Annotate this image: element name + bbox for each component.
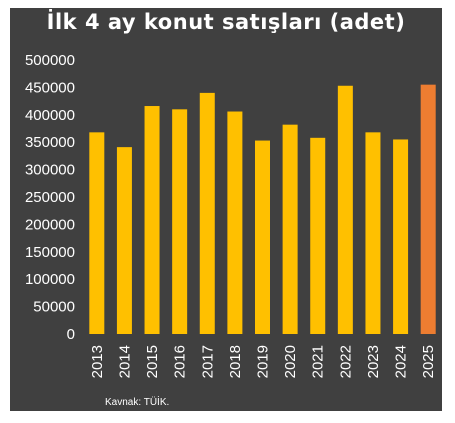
x-tick-label: 2021 (310, 345, 327, 378)
bar-chart: 5000004500004000003500003000002500002000… (25, 52, 437, 378)
bar-2019 (255, 140, 270, 334)
x-tick-label: 2016 (172, 345, 189, 378)
x-tick-label: 2023 (365, 345, 382, 378)
y-tick-label: 200000 (25, 216, 75, 233)
bar-2013 (89, 132, 105, 334)
bar-2016 (172, 109, 188, 334)
bar-2021 (310, 137, 326, 334)
chart-panel: İlk 4 ay konut satışları (adet) 500000 45… (10, 8, 442, 411)
y-tick-label: 300000 (25, 162, 75, 179)
bar-2024 (393, 139, 409, 334)
source-note: Kavnak: TÜİK. (105, 397, 170, 408)
bar-2022 (337, 85, 353, 334)
x-tick-label: 2019 (255, 345, 272, 378)
y-tick-label: 350000 (25, 134, 75, 151)
chart-title: İlk 4 ay konut satışları (adet) (46, 10, 406, 34)
y-tick-label: 250000 (25, 189, 75, 206)
y-tick-label: 100000 (25, 271, 75, 288)
bar-2014 (116, 147, 132, 334)
x-tick-label: 2015 (144, 345, 161, 378)
y-tick-label: 50000 (33, 299, 75, 316)
bar-2018 (227, 111, 243, 335)
bar-2025 (420, 84, 436, 334)
x-tick-label: 2022 (337, 345, 354, 378)
bar-2017 (199, 92, 215, 334)
x-tick-label: 2025 (420, 345, 437, 378)
y-tick-label: 500000 (25, 52, 75, 69)
y-tick-label: 150000 (25, 244, 75, 261)
x-tick-label: 2024 (393, 345, 410, 378)
bar-2023 (365, 132, 381, 334)
bar-2015 (144, 106, 160, 334)
y-tick-label: 400000 (25, 107, 75, 124)
y-tick-label: 0 (67, 326, 75, 343)
y-tick-label: 450000 (25, 79, 75, 96)
x-tick-label: 2018 (227, 345, 244, 378)
x-tick-label: 2017 (199, 345, 216, 378)
x-tick-label: 2013 (89, 345, 106, 378)
x-tick-label: 2020 (282, 345, 299, 378)
bar-2020 (282, 124, 298, 334)
x-tick-label: 2014 (116, 345, 133, 378)
